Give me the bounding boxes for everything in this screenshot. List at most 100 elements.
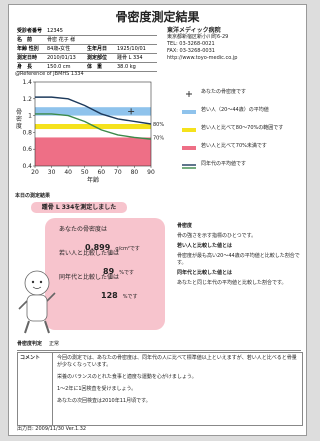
result-box: あなたの骨密度は 0.899 g/cm²です 若い人と比較した値は 89 %です… — [45, 218, 165, 330]
legend-swatch — [181, 101, 201, 120]
y-tick-label: 1 — [28, 113, 32, 120]
x-tick-label: 20 — [31, 169, 39, 176]
y-axis-title-char: 骨 — [16, 109, 22, 116]
title: 骨密度測定結果 — [9, 8, 306, 25]
comment-paragraph: 今回の測定では、あなたの骨密度は、同年代の人に比べて標準値以上といえますが、若い… — [57, 355, 298, 369]
note: あなたと同じ年代の平均値と比較した割合です。 — [177, 280, 303, 287]
x-tick-label: 30 — [48, 169, 56, 176]
note: 若い人と比較した値とは — [177, 243, 303, 250]
field-label: 受診者番号 — [17, 27, 47, 35]
legend-text: 若い人と比べて70%未満です — [201, 143, 301, 150]
notes-heading: 骨密度 — [177, 223, 303, 230]
comment-label: コメント — [18, 353, 53, 425]
x-tick-label: 80 — [131, 169, 139, 176]
patient-row: 名 前骨密 花子 様 — [17, 36, 157, 45]
field-value: 骨密 花子 様 — [47, 36, 157, 44]
field-value: 12345 — [47, 27, 157, 35]
band — [35, 137, 151, 166]
y-axis-title: 骨密度 — [16, 109, 22, 130]
legend-item: 同年代の平均値です — [181, 155, 303, 173]
y-tick-label: 1.2 — [22, 96, 32, 103]
result-heading: 本日の測定結果 — [15, 193, 50, 200]
x-tick-label: 70 — [114, 169, 122, 176]
y-tick-label: 0.6 — [22, 146, 32, 153]
judgement: 骨密度判定 正常 — [17, 341, 301, 351]
note: 骨の強さを示す指標のひとつです。 — [177, 233, 303, 240]
unit2: %です — [119, 270, 134, 276]
chart-title: @Reference of JBMHS 1334 — [15, 71, 84, 78]
legend-item: 若い人と比べて70%未満です — [181, 137, 303, 155]
comment-paragraph: 1～2年に1回検査を受けましょう。 — [57, 386, 298, 393]
site: 踵骨 L 334を測定しました — [31, 202, 127, 213]
band-label: 70% — [153, 135, 164, 141]
page: 骨密度 { "header": {"title": "骨密度測定結果"}, "p… — [0, 0, 317, 441]
legend-swatch — [181, 137, 201, 156]
field-value: 1925/10/01 — [117, 45, 157, 53]
comment-body: 今回の測定では、あなたの骨密度は、同年代の人に比べて標準値以上といえますが、若い… — [53, 353, 302, 425]
label2: 若い人と比較した値は — [59, 250, 119, 257]
patient-cell: 名 前骨密 花子 様 — [17, 36, 157, 44]
unit3: %です — [123, 294, 138, 300]
field-value: 踵骨 L 334 — [117, 54, 157, 62]
y-tick-label: 1.4 — [22, 79, 32, 86]
note: 同年代と比較した値とは — [177, 270, 303, 277]
mascot — [15, 267, 61, 337]
x-tick-label: 50 — [81, 169, 89, 176]
result-row: 128 %です — [101, 283, 138, 302]
label1: あなたの骨密度は — [59, 226, 107, 233]
x-tick-label: 60 — [97, 169, 105, 176]
clinic-tel: TEL: 03-3268-0021 — [167, 41, 297, 48]
field-value: 38.0 kg — [117, 63, 157, 71]
note: 骨密度が最も高い20～44歳の平均値と比較した割合です。 — [177, 253, 303, 267]
legend-swatch — [181, 83, 201, 102]
judgement-label: 骨密度判定 — [17, 341, 49, 350]
notes: 骨密度 骨の強さを示す指標のひとつです。若い人と比較した値とは骨密度が最も高い2… — [177, 223, 303, 287]
legend-text: 若い人と比べて80～70%の範囲です — [201, 125, 301, 132]
y-axis-title-char: 度 — [16, 122, 22, 130]
field-label: 身 長 — [17, 63, 47, 71]
unit1: g/cm²です — [115, 246, 139, 252]
field-label: 体 重 — [87, 63, 117, 71]
legend: あなたの骨密度です若い人（20～44歳）の平均値若い人と比べて80～70%の範囲… — [181, 83, 303, 173]
clinic-fax: FAX: 03-3268-0031 — [167, 48, 297, 55]
field-label: 生年月日 — [87, 45, 117, 53]
field-label: 測定日時 — [17, 54, 47, 62]
clinic-url: http://www.toyo-medic.co.jp — [167, 55, 297, 62]
band — [35, 124, 151, 129]
band-label: 80% — [153, 122, 164, 128]
legend-swatch — [181, 119, 201, 138]
legend-text: あなたの骨密度です — [201, 89, 301, 96]
clinic-name: 東洋メディック病院 — [167, 27, 297, 34]
clinic-address: 東京都新宿区新小川町6-29 — [167, 34, 297, 41]
legend-item: 若い人と比べて80～70%の範囲です — [181, 119, 303, 137]
field-label: 名 前 — [17, 36, 47, 44]
field-label: 測定部位 — [87, 54, 117, 62]
patient-row: 測定日時2010/01/13測定部位踵骨 L 334 — [17, 54, 157, 63]
field-value: 2010/01/13 — [47, 54, 87, 62]
legend-swatch — [181, 155, 201, 174]
field-label: 年齢 性別 — [17, 45, 47, 53]
patient-cell: 測定部位踵骨 L 334 — [87, 54, 157, 62]
site-badge: 踵骨 L 334を測定しました — [31, 202, 127, 213]
body: 骨密度測定結果 受診者番号12345名 前骨密 花子 様年齢 性別84歳・女性生… — [0, 0, 317, 441]
comment-paragraph: あなたの次回検査は2010年11月頃です。 — [57, 398, 298, 405]
legend-item: 若い人（20～44歳）の平均値 — [181, 101, 303, 119]
label3: 同年代と比較した値は — [59, 274, 119, 281]
footer: 出力日: 2009/11/30 Ver.1.32 — [17, 426, 86, 433]
field-value: 84歳・女性 — [47, 45, 87, 53]
y-tick-label: 0.8 — [22, 129, 32, 136]
legend-item: あなたの骨密度です — [181, 83, 303, 101]
legend-text: 同年代の平均値です — [201, 161, 301, 168]
comment-paragraph: 栄養のバランスのとれた食事と適度な運動を心がけましょう。 — [57, 374, 298, 381]
y-axis-title-char: 密 — [16, 115, 22, 123]
